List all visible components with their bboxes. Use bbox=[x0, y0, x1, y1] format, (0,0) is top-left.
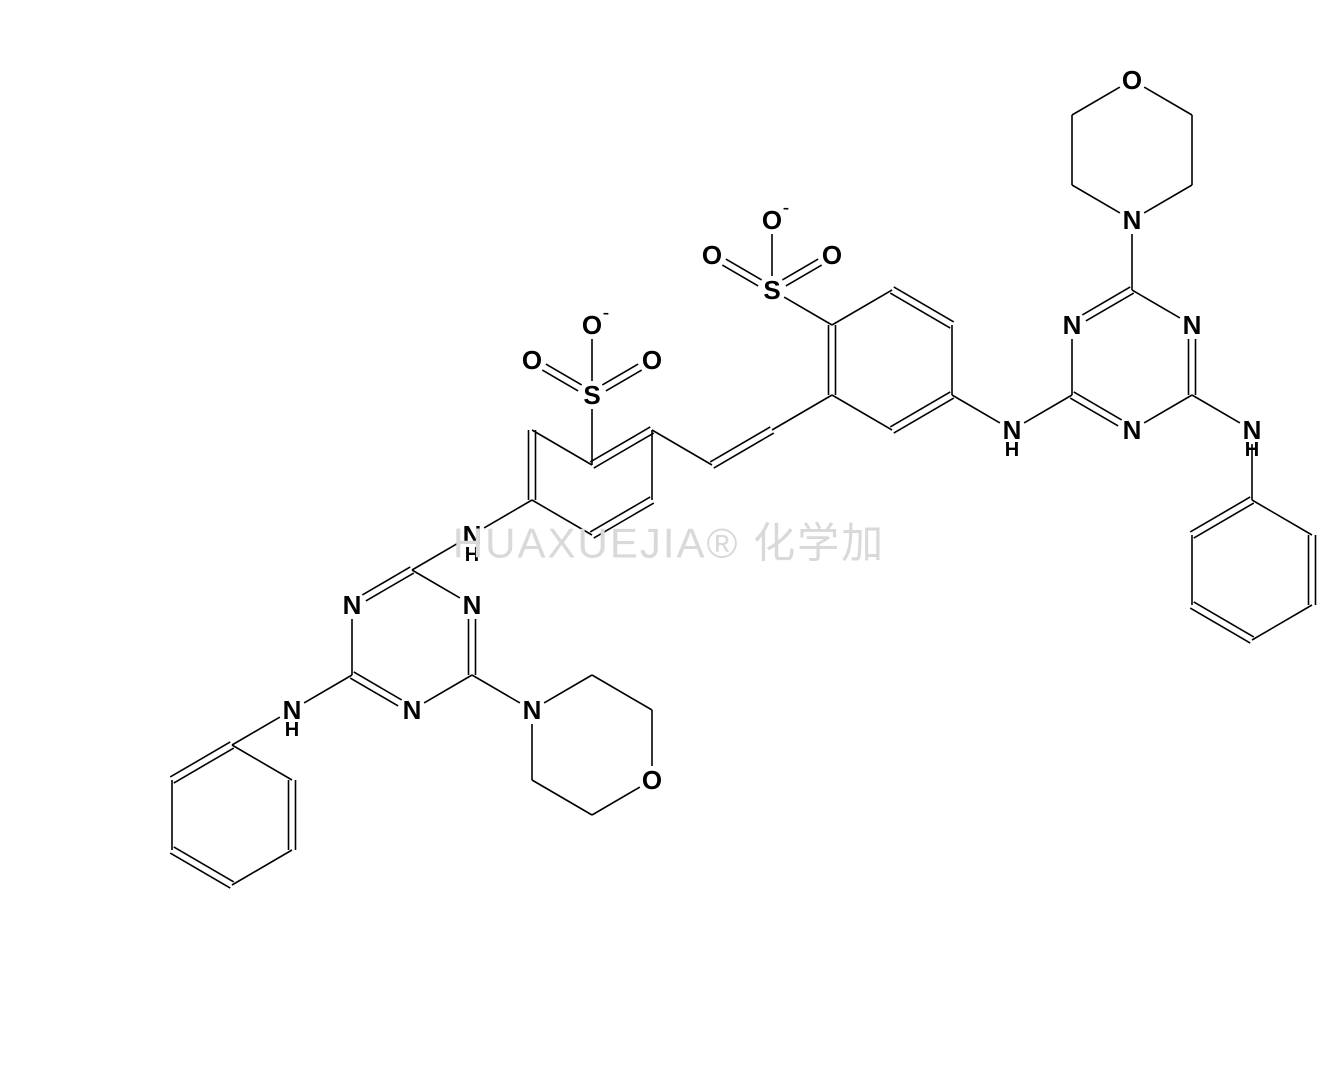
svg-text:H: H bbox=[285, 719, 299, 741]
atom-label: O bbox=[702, 240, 722, 270]
atom-label: O bbox=[642, 765, 662, 795]
bonds-group bbox=[170, 87, 1315, 888]
atom-label: S bbox=[763, 275, 780, 305]
atom-label: S bbox=[583, 380, 600, 410]
atom-label: N bbox=[523, 695, 542, 725]
atom-label: O bbox=[1122, 65, 1142, 95]
atom-label: O bbox=[762, 205, 782, 235]
atom-label: N bbox=[1063, 310, 1082, 340]
atom-label: N bbox=[343, 590, 362, 620]
atom-label: N bbox=[403, 695, 422, 725]
atom-label: O bbox=[642, 345, 662, 375]
svg-text:H: H bbox=[465, 544, 479, 566]
svg-text:-: - bbox=[783, 197, 790, 219]
svg-text:-: - bbox=[603, 302, 610, 324]
chemical-structure-diagram: ONNNNNHNHSOOO-SOOO-NHNNNNHNO bbox=[0, 0, 1338, 1079]
svg-text:H: H bbox=[1005, 439, 1019, 461]
atom-label: O bbox=[522, 345, 542, 375]
atom-label: O bbox=[822, 240, 842, 270]
atom-label: O bbox=[582, 310, 602, 340]
atom-label: N bbox=[1123, 415, 1142, 445]
atom-label: N bbox=[1183, 310, 1202, 340]
svg-text:H: H bbox=[1245, 439, 1259, 461]
atom-label: N bbox=[463, 590, 482, 620]
atom-label: N bbox=[1123, 205, 1142, 235]
